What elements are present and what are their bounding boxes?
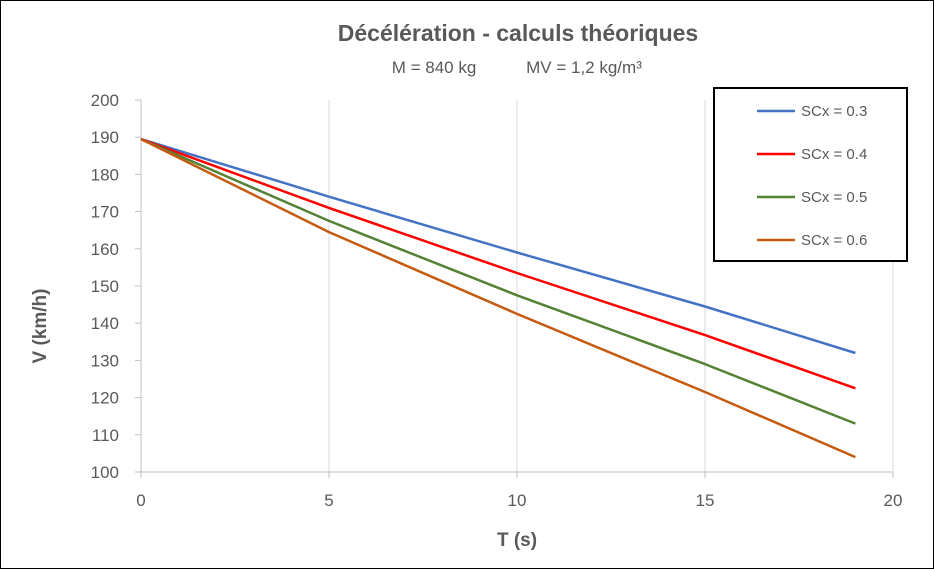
x-tick-label-10: 10 [508,491,527,510]
axes [135,99,894,478]
y-tick-label-190: 190 [91,128,119,147]
series-line-4 [140,137,856,459]
series-line-1 [140,137,856,355]
series-line-2 [140,137,856,390]
y-tick-label-100: 100 [91,463,119,482]
x-tick-label-15: 15 [696,491,715,510]
y-tick-label-160: 160 [91,240,119,259]
y-tick-label-140: 140 [91,314,119,333]
legend-label-3: SCx = 0.5 [801,189,867,206]
chart-subtitle-density: MV = 1,2 kg/m³ [526,58,642,77]
x-axis-title: T (s) [497,530,537,551]
y-tick-label-120: 120 [91,389,119,408]
legend-label-1: SCx = 0.3 [801,103,867,120]
x-tick-label-0: 0 [136,491,145,510]
y-tick-label-170: 170 [91,203,119,222]
legend-items: SCx = 0.3 SCx = 0.4 SCx = 0.5 SCx = 0.6 [757,103,867,249]
series-line-3 [140,137,856,425]
x-tick-label-20: 20 [884,491,903,510]
chart-subtitle-mass: M = 840 kg [392,58,477,77]
y-axis-title: V (km/h) [30,289,51,364]
chart-title: Décélération - calculs théoriques [338,20,698,46]
legend-label-2: SCx = 0.4 [801,146,867,163]
x-tick-label-5: 5 [324,491,333,510]
y-tick-label-150: 150 [91,277,119,296]
y-tick-label-180: 180 [91,165,119,184]
legend-label-4: SCx = 0.6 [801,232,867,249]
legend-box [713,87,908,262]
series-lines [140,137,856,459]
y-tick-labels: 100 110 120 130 140 150 160 170 180 190 200 [91,91,119,482]
y-tick-label-200: 200 [91,91,119,110]
x-tick-labels: 0 5 10 15 20 [136,491,902,510]
legend: SCx = 0.3 SCx = 0.4 SCx = 0.5 SCx = 0.6 [713,87,908,262]
y-tick-label-130: 130 [91,351,119,370]
y-tick-label-110: 110 [92,426,119,445]
